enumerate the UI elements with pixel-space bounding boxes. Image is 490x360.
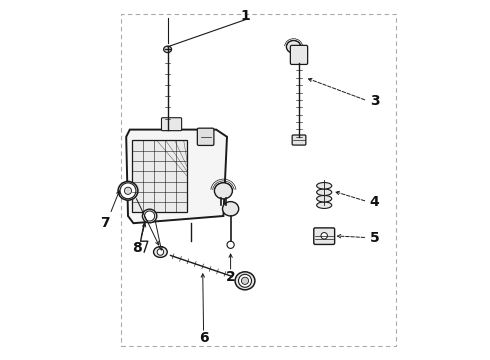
Text: 8: 8 bbox=[132, 242, 142, 255]
Text: 7: 7 bbox=[100, 216, 109, 230]
FancyBboxPatch shape bbox=[291, 45, 308, 64]
Ellipse shape bbox=[286, 41, 301, 53]
Circle shape bbox=[321, 233, 327, 239]
Circle shape bbox=[120, 183, 136, 199]
Ellipse shape bbox=[153, 247, 167, 257]
Ellipse shape bbox=[118, 181, 138, 200]
Text: 3: 3 bbox=[370, 94, 379, 108]
Ellipse shape bbox=[317, 189, 332, 195]
FancyBboxPatch shape bbox=[292, 135, 306, 145]
FancyBboxPatch shape bbox=[314, 228, 335, 244]
Ellipse shape bbox=[222, 202, 239, 216]
Text: 6: 6 bbox=[199, 332, 208, 345]
Bar bbox=[121, 14, 396, 346]
Ellipse shape bbox=[317, 202, 332, 208]
Text: 1: 1 bbox=[240, 9, 250, 23]
Circle shape bbox=[227, 241, 234, 248]
FancyBboxPatch shape bbox=[162, 118, 182, 131]
Circle shape bbox=[157, 249, 164, 255]
Bar bbox=[132, 140, 187, 212]
Circle shape bbox=[145, 211, 155, 221]
Ellipse shape bbox=[235, 272, 255, 290]
Ellipse shape bbox=[317, 183, 332, 189]
Circle shape bbox=[242, 277, 248, 284]
Ellipse shape bbox=[143, 209, 157, 223]
Text: 2: 2 bbox=[226, 270, 236, 284]
Ellipse shape bbox=[215, 183, 232, 199]
Text: 4: 4 bbox=[370, 195, 379, 208]
Circle shape bbox=[124, 187, 132, 194]
Ellipse shape bbox=[164, 46, 171, 53]
Ellipse shape bbox=[317, 195, 332, 202]
Text: 5: 5 bbox=[370, 231, 379, 244]
Polygon shape bbox=[126, 130, 227, 223]
FancyBboxPatch shape bbox=[197, 128, 214, 145]
Circle shape bbox=[239, 274, 251, 287]
